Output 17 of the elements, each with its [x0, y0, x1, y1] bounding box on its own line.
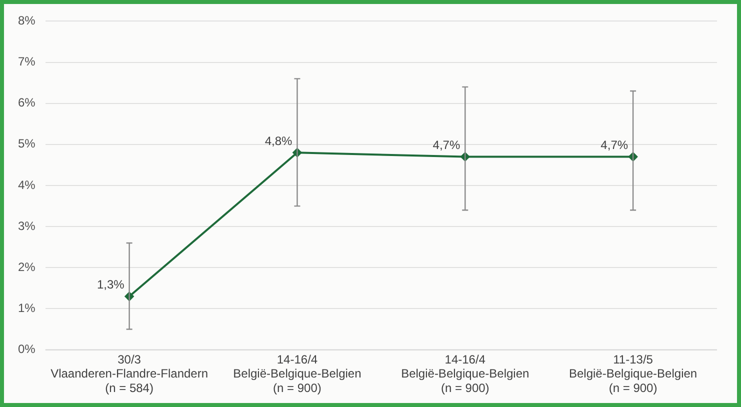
y-tick-label: 6%: [18, 96, 36, 110]
y-tick-label: 7%: [18, 54, 36, 69]
y-tick-label: 2%: [18, 260, 36, 274]
y-tick-label: 0%: [18, 342, 36, 356]
data-label: 4,7%: [600, 138, 628, 152]
data-label: 4,7%: [432, 138, 460, 152]
x-tick-label: 30/3 Vlaanderen-Flandre-Flandern (n = 584): [50, 352, 208, 396]
y-tick-label: 5%: [18, 136, 36, 151]
y-tick-label: 3%: [18, 218, 36, 233]
x-tick-label: 14-16/4 België-Belgique-Belgien (n = 900): [233, 352, 362, 396]
y-tick-label: 1%: [18, 301, 36, 316]
data-label: 1,3%: [96, 278, 125, 292]
y-tick-label: 8%: [18, 14, 36, 28]
x-tick-label: 14-16/4 België-Belgique-Belgien (n = 900): [401, 352, 530, 396]
data-label: 4,8%: [264, 134, 293, 148]
x-tick-label: 11-13/5 België-Belgique-Belgien (n = 900): [568, 352, 698, 396]
y-tick-label: 4%: [18, 178, 36, 192]
